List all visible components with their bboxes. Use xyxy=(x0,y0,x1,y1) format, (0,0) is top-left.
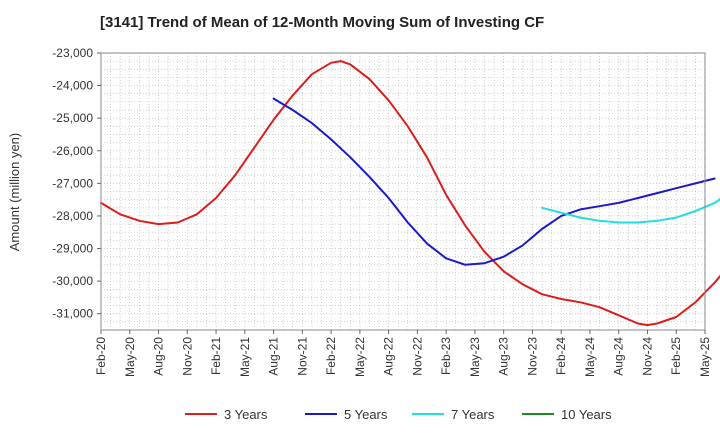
y-tick-label: -25,000 xyxy=(52,111,93,125)
x-tick-label: Aug-20 xyxy=(152,337,166,376)
x-tick-label: May-21 xyxy=(238,337,252,377)
y-tick-label: -27,000 xyxy=(52,176,93,190)
y-axis-label: Amount (million yen) xyxy=(7,133,22,252)
grid-lines xyxy=(101,53,705,330)
x-tick-label: May-22 xyxy=(353,337,367,377)
x-tick-label: Aug-22 xyxy=(382,337,396,376)
x-tick-label: Feb-21 xyxy=(209,337,223,375)
legend-label: 7 Years xyxy=(451,407,495,422)
y-tick-label: -31,000 xyxy=(52,307,93,321)
series-line-7-years xyxy=(541,198,720,224)
y-tick-label: -23,000 xyxy=(52,46,93,60)
x-tick-label: Aug-23 xyxy=(497,337,511,376)
x-tick-label: Feb-22 xyxy=(324,337,338,375)
series-line-3-years xyxy=(100,60,720,327)
x-tick-label: Feb-23 xyxy=(439,337,453,375)
legend-label: 3 Years xyxy=(224,407,268,422)
legend-label: 10 Years xyxy=(561,407,612,422)
x-tick-label: Feb-20 xyxy=(94,337,108,375)
x-tick-label: Feb-25 xyxy=(669,337,683,375)
x-axis-ticks: Feb-20 May-20 Aug-20 Nov-20 Feb-21 May-21 Aug-… xyxy=(94,330,712,377)
series-line-5-years xyxy=(272,97,716,266)
series-lines xyxy=(100,60,720,327)
x-tick-label: Nov-23 xyxy=(525,337,539,376)
y-tick-label: -30,000 xyxy=(52,274,93,288)
chart-title: [3141] Trend of Mean of 12-Month Moving … xyxy=(100,14,544,31)
y-tick-label: -28,000 xyxy=(52,209,93,223)
legend: 3 Years 5 Years 7 Years 10 Years xyxy=(185,407,612,422)
y-tick-label: -24,000 xyxy=(52,79,93,93)
x-tick-label: May-25 xyxy=(698,337,712,377)
y-tick-label: -26,000 xyxy=(52,144,93,158)
x-tick-label: May-20 xyxy=(123,337,137,377)
plot-frame xyxy=(100,52,706,331)
x-tick-label: Nov-22 xyxy=(410,337,424,376)
x-tick-label: May-24 xyxy=(583,337,597,377)
y-axis-ticks: -23,000 -24,000 -25,000 -26,000 -27,000 -28,0… xyxy=(52,46,101,321)
x-tick-label: Nov-21 xyxy=(295,337,309,376)
legend-label: 5 Years xyxy=(344,407,388,422)
x-tick-label: Aug-24 xyxy=(612,337,626,376)
y-tick-label: -29,000 xyxy=(52,242,93,256)
x-tick-label: Nov-24 xyxy=(640,337,654,376)
x-tick-label: Aug-21 xyxy=(267,337,281,376)
x-tick-label: Nov-20 xyxy=(180,337,194,376)
x-tick-label: May-23 xyxy=(468,337,482,377)
x-tick-label: Feb-24 xyxy=(554,337,568,375)
